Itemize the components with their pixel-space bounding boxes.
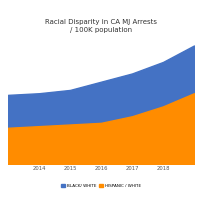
Legend: BLACK/ WHITE, HISPANIC / WHITE: BLACK/ WHITE, HISPANIC / WHITE — [60, 183, 142, 190]
Title: Racial Disparity in CA MJ Arrests
/ 100K population: Racial Disparity in CA MJ Arrests / 100K… — [45, 19, 157, 33]
